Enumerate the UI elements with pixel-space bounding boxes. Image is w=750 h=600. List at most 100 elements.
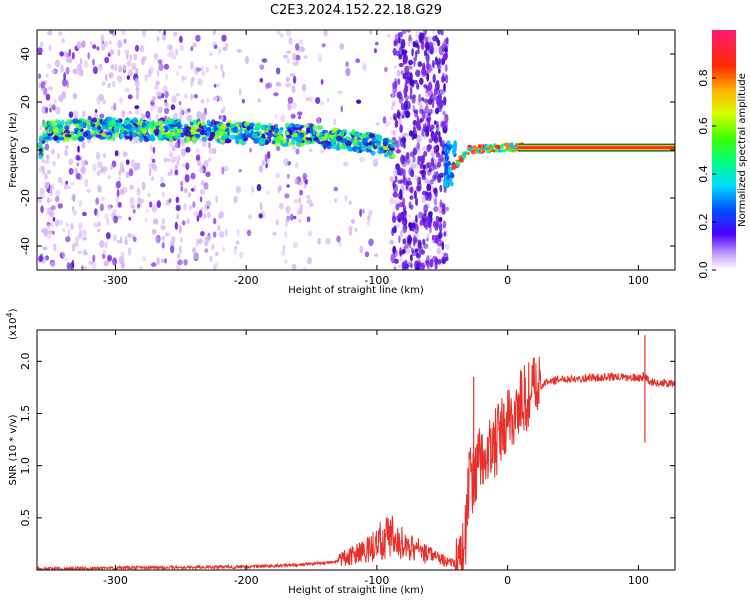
spectrogram-streak-mark: [418, 93, 422, 103]
spectrogram-streak-mark: [434, 132, 437, 139]
spectrogram-speckle-mark: [111, 160, 117, 168]
spectrogram-speckle-mark: [143, 30, 147, 38]
spectrogram-speckle-mark: [200, 98, 205, 104]
spectrogram-speckle-mark: [67, 228, 71, 238]
spectrogram-speckle-mark: [123, 39, 127, 44]
spectrogram-speckle-mark: [116, 239, 122, 244]
spectrogram-streak-mark: [426, 63, 432, 74]
snr-frame: [36, 329, 676, 571]
spectrogram-speckle-mark: [303, 183, 307, 189]
spectrogram-ridge-mark: [295, 141, 301, 147]
spectrogram-speckle-mark: [175, 204, 181, 212]
spectrogram-speckle-mark: [55, 189, 61, 198]
spectrogram-speckle-mark: [164, 90, 169, 99]
spectrogram-speckle-mark: [120, 252, 125, 257]
spectrogram-streak-mark: [411, 48, 414, 57]
spectrogram-speckle-mark: [266, 190, 270, 195]
spectrogram-speckle-mark: [47, 63, 52, 70]
spectrogram-speckle-mark: [165, 73, 168, 80]
spectrogram-ridge-mark: [379, 147, 384, 151]
spectrogram-speckle-mark: [81, 110, 86, 118]
spectrogram-streak-mark: [431, 234, 435, 241]
spectrogram-streak-mark: [399, 194, 403, 201]
spectrogram-speckle-mark: [304, 178, 308, 185]
spectrogram-speckle-mark: [208, 141, 211, 149]
spectrogram-speckle-mark: [205, 66, 209, 73]
spectrogram-speckle-mark: [197, 160, 202, 167]
spectrogram-streak-mark: [432, 220, 437, 228]
spectrogram-speckle-mark: [190, 61, 194, 70]
spectrogram-speckle-mark: [93, 222, 97, 228]
spectrogram-streak-mark: [432, 73, 436, 84]
spectrogram-speckle-mark: [118, 170, 121, 176]
spectrogram-speckle-mark: [284, 259, 288, 264]
spectrogram-streak-mark: [442, 52, 448, 61]
spectrogram-speckle-mark: [128, 69, 133, 77]
spectrogram-speckle-mark: [348, 227, 353, 236]
spectrogram-streak-mark: [429, 45, 434, 52]
spectrogram-streak-mark: [405, 263, 409, 269]
spectrogram-streak-mark: [415, 121, 421, 130]
spectrogram-speckle-mark: [400, 255, 403, 263]
spectrogram-speckle-mark: [288, 37, 293, 45]
spectrogram-speckle-mark: [264, 154, 268, 163]
spectrogram-ridge-mark: [120, 126, 125, 133]
spectrogram-speckle-mark: [153, 218, 159, 225]
spectrogram-streak-mark: [423, 150, 428, 157]
spectrogram-streak-mark: [409, 86, 413, 96]
spectrogram-streak-mark: [427, 81, 433, 92]
spectrogram-speckle-mark: [52, 160, 56, 167]
spectrogram-speckle-mark: [306, 198, 312, 205]
spectrogram-speckle-mark: [46, 223, 51, 230]
spectrogram-streak-mark: [409, 79, 414, 87]
spectrogram-streak-mark: [437, 30, 441, 35]
spectrogram-speckle-mark: [183, 203, 187, 211]
spectrogram-speckle-mark: [386, 33, 391, 38]
spectrogram-speckle-mark: [149, 66, 154, 74]
spectrogram-speckle-mark: [390, 130, 396, 135]
spectrogram-speckle-mark: [175, 92, 180, 97]
spectrogram-speckle-mark: [120, 162, 123, 167]
spectrogram-speckle-mark: [50, 205, 56, 211]
spectrogram-speckle-mark: [80, 159, 87, 167]
spectrogram-speckle-mark: [179, 111, 183, 120]
spectrogram-speckle-mark: [286, 58, 291, 64]
spectrogram-speckle-mark: [193, 211, 199, 217]
spectrogram-speckle-mark: [92, 163, 97, 172]
spectrogram-ridge-mark: [375, 134, 383, 141]
spectrogram-speckle-mark: [236, 240, 240, 245]
spectrogram-speckle-mark: [374, 48, 377, 54]
spectrogram-ridge-mark: [162, 134, 166, 139]
spectrogram-speckle-mark: [251, 185, 255, 193]
spectrogram-speckle-mark: [277, 187, 281, 194]
spectrogram-speckle-mark: [170, 245, 175, 254]
spectrogram-ridge-mark: [351, 128, 356, 136]
spectrogram-speckle-mark: [56, 152, 61, 160]
spectrogram-ridge-mark: [367, 145, 372, 150]
spectrogram-streak-mark: [442, 220, 447, 229]
spectrogram-streak-mark: [429, 163, 435, 172]
spectrogram-ridge-mark: [93, 129, 100, 134]
spectrogram-streak-mark: [438, 231, 443, 239]
spectrogram-speckle-mark: [301, 83, 307, 92]
spectrogram-streak-mark: [397, 218, 401, 223]
spectrogram-ridge-mark: [456, 161, 461, 165]
spectrogram-streak-mark: [423, 49, 428, 57]
spectrogram-streak-mark: [422, 123, 428, 130]
spectrogram-streak-mark: [413, 56, 416, 67]
spectrogram-speckle-mark: [135, 67, 139, 75]
spectrogram-speckle-mark: [62, 228, 66, 233]
spectrogram-streak-mark: [424, 105, 429, 114]
spectrogram-speckle-mark: [320, 101, 325, 106]
spectrogram-ridge-mark: [42, 133, 48, 138]
spectrogram-ridge-mark: [220, 123, 227, 131]
spectrogram-speckle-mark: [144, 73, 149, 82]
spectrogram-streak-mark: [394, 40, 397, 45]
spectrogram-speckle-mark: [294, 54, 301, 61]
spectrogram-speckle-mark: [184, 174, 190, 183]
spectrogram-speckle-mark: [145, 110, 151, 119]
spectrogram-speckle-mark: [168, 151, 174, 158]
spectrogram-speckle-mark: [71, 52, 75, 60]
spectrogram-speckle-mark: [102, 153, 106, 158]
snr-y-axis-label: SNR (10 * v/v): [8, 414, 19, 485]
